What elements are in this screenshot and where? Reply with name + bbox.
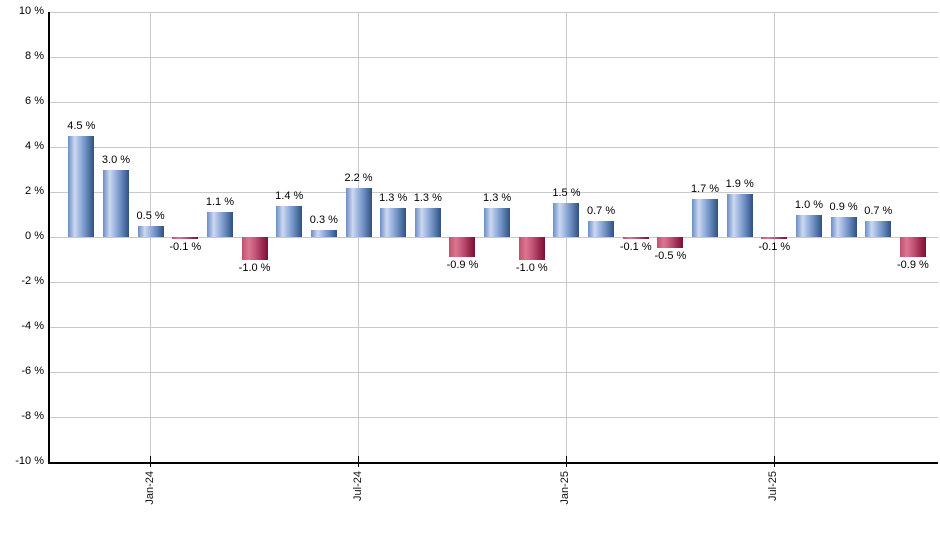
bar [276, 205, 303, 237]
x-axis-tick [358, 456, 360, 467]
bar-value-label: -0.9 % [446, 259, 479, 272]
bar [622, 237, 649, 240]
bar [380, 207, 407, 237]
y-axis-label: -10 % [15, 455, 44, 467]
bar [899, 237, 926, 258]
bar [449, 237, 476, 258]
bar-value-label: -0.1 % [619, 241, 652, 254]
bar-value-label: -1.0 % [238, 261, 271, 274]
horizontal-gridline [50, 282, 938, 283]
vertical-gridline [565, 12, 567, 462]
bar [588, 221, 615, 237]
bar-value-label: 0.7 % [586, 205, 616, 218]
bar [865, 221, 892, 237]
vertical-gridline [358, 12, 360, 462]
bar-value-label: -0.1 % [169, 241, 202, 254]
bar-value-label: 3.0 % [101, 153, 131, 166]
bar-value-label: 1.5 % [552, 187, 581, 200]
bar [795, 214, 822, 237]
plot-area: Jan-24 Jul-24 Jan-25 Jul-25 4.5 % 3.0 % 0.5 % -… [48, 12, 938, 505]
y-axis-label: -6 % [21, 365, 44, 377]
bar [692, 198, 719, 237]
bar [484, 207, 511, 237]
bar [553, 203, 580, 237]
bar-value-label: 0.3 % [309, 214, 338, 227]
y-axis-label: 6 % [25, 95, 44, 107]
bar-value-label: 0.5 % [136, 209, 165, 222]
y-axis-label: 2 % [25, 185, 44, 197]
bar [414, 207, 441, 237]
bar-value-label: 1.4 % [275, 189, 304, 202]
bar-value-label: 1.3 % [413, 191, 442, 204]
horizontal-gridline [50, 327, 938, 328]
x-axis-tick [773, 456, 775, 467]
bar-value-label: -0.5 % [654, 250, 687, 263]
bar [657, 237, 684, 249]
bar [172, 237, 199, 240]
horizontal-gridline [50, 147, 938, 148]
bar-value-label: 1.1 % [205, 196, 234, 209]
x-axis-label: Jan-24 [143, 471, 156, 505]
bar-value-label: 0.7 % [864, 205, 893, 218]
horizontal-gridline [50, 417, 938, 418]
bar-value-label: 1.3 % [483, 191, 512, 204]
bar-value-label: 1.3 % [379, 191, 408, 204]
y-axis-label: 8 % [25, 50, 44, 62]
bar [102, 169, 129, 237]
x-axis-tick [565, 456, 567, 467]
horizontal-gridline [50, 192, 938, 193]
x-axis-tick [150, 456, 152, 467]
bar-value-label: 1.0 % [794, 198, 824, 211]
horizontal-gridline [50, 102, 938, 103]
bar-value-label: 1.9 % [725, 178, 754, 191]
y-axis-label: -2 % [21, 275, 44, 287]
bar-value-label: -0.1 % [758, 241, 791, 254]
y-axis-label: -8 % [21, 410, 44, 422]
bar [206, 212, 233, 237]
bar-value-label: 2.2 % [344, 171, 373, 184]
vertical-gridline [150, 12, 152, 462]
bar-value-label: -1.0 % [515, 261, 548, 274]
y-axis-label: -4 % [21, 320, 44, 332]
x-axis-label: Jul-24 [351, 471, 364, 501]
bar [345, 187, 372, 237]
bar-value-label: 1.7 % [690, 182, 720, 195]
y-axis-label: 4 % [25, 140, 44, 152]
horizontal-gridline [50, 12, 938, 13]
bar-value-label: 0.9 % [829, 200, 858, 213]
bar [726, 194, 753, 237]
horizontal-gridline [50, 372, 938, 373]
bar [68, 135, 95, 237]
horizontal-gridline [50, 57, 938, 58]
bar [761, 237, 788, 240]
bar [137, 225, 164, 237]
x-axis-label: Jan-25 [559, 471, 572, 505]
bar [518, 237, 545, 260]
bar-value-label: 4.5 % [67, 119, 96, 132]
bar-value-label: -0.9 % [897, 259, 929, 272]
x-axis-label: Jul-25 [767, 471, 780, 501]
bar [310, 230, 337, 237]
y-axis-label: 10 % [18, 5, 44, 17]
horizontal-gridline [50, 237, 938, 238]
bar [241, 237, 268, 260]
y-axis-label: 0 % [25, 230, 44, 242]
bar [830, 216, 857, 237]
